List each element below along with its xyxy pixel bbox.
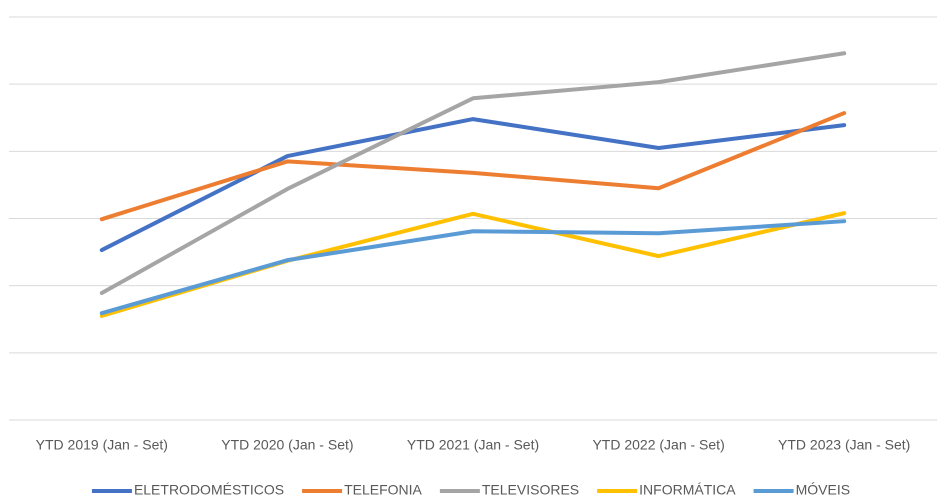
legend-label: INFORMÁTICA [639, 482, 736, 498]
series-line [99, 51, 847, 296]
legend-label: TELEVISORES [482, 482, 579, 498]
series-line [99, 111, 847, 222]
legend-label: MÓVEIS [796, 482, 850, 498]
x-tick-label: YTD 2019 (Jan - Set) [36, 437, 168, 453]
legend-label: ELETRODOMÉSTICOS [134, 482, 284, 498]
series-line [99, 219, 847, 316]
x-tick-label: YTD 2020 (Jan - Set) [221, 437, 353, 453]
x-tick-label: YTD 2022 (Jan - Set) [592, 437, 724, 453]
x-tick-label: YTD 2021 (Jan - Set) [407, 437, 539, 453]
legend-label: TELEFONIA [344, 482, 422, 498]
series-line [99, 117, 847, 253]
x-tick-label: YTD 2023 (Jan - Set) [778, 437, 910, 453]
